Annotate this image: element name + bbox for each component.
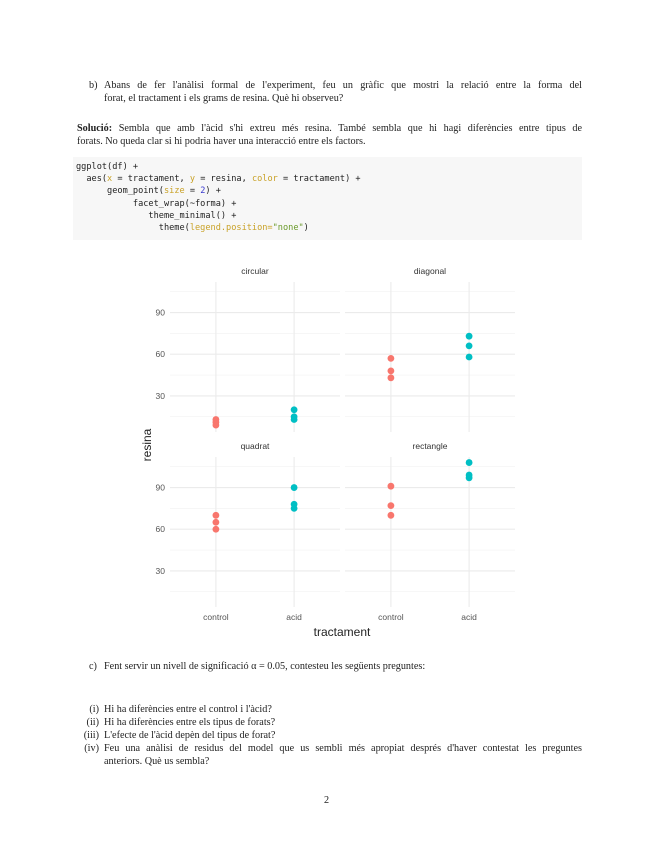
solution-line1: Solució: Sembla que amb l'àcid s'hi extr… bbox=[77, 122, 582, 135]
subquestion-text: Hi ha diferències entre els tipus de for… bbox=[104, 717, 276, 728]
question-b-marker: b) bbox=[89, 80, 98, 91]
y-tick-label: 60 bbox=[156, 524, 166, 534]
question-c-text: Fent servir un nivell de significació α … bbox=[104, 661, 426, 672]
facet-strip-label: quadrat bbox=[241, 441, 270, 451]
subquestion-marker: (ii) bbox=[86, 717, 99, 728]
x-axis-label: tractament bbox=[314, 625, 371, 639]
subquestion-marker: (iii) bbox=[83, 730, 99, 741]
data-point-control bbox=[387, 367, 395, 375]
data-point-control bbox=[387, 374, 395, 382]
code-block: ggplot(df) + aes(x = tractament, y = res… bbox=[73, 157, 582, 240]
data-point-acid bbox=[465, 353, 473, 361]
y-tick-label: 60 bbox=[156, 349, 166, 359]
data-point-control bbox=[212, 518, 220, 526]
data-point-acid bbox=[290, 416, 298, 423]
subquestion-text: Hi ha diferències entre el control i l'à… bbox=[104, 704, 272, 715]
code-line: aes(x = tractament, y = resina, color = … bbox=[76, 174, 361, 185]
data-point-acid bbox=[465, 459, 473, 466]
x-tick-label: acid bbox=[461, 612, 477, 622]
code-line: ggplot(df) + bbox=[76, 162, 139, 172]
facet-strip-label: diagonal bbox=[414, 266, 446, 276]
data-point-control bbox=[387, 511, 395, 519]
y-tick-label: 90 bbox=[156, 308, 166, 318]
facet-strip-label: rectangle bbox=[413, 441, 448, 451]
data-point-control bbox=[212, 525, 220, 533]
page-number: 2 bbox=[324, 795, 330, 806]
x-tick-label: control bbox=[203, 612, 229, 622]
code-line: theme_minimal() + bbox=[76, 210, 237, 221]
question-b-line2: forat, el tractament i els grams de resi… bbox=[104, 93, 344, 104]
data-point-acid bbox=[290, 484, 298, 491]
subquestion-marker: (i) bbox=[89, 704, 99, 715]
data-point-control bbox=[387, 354, 395, 362]
data-point-acid bbox=[290, 406, 298, 414]
facet-strip-label: circular bbox=[241, 266, 269, 276]
data-point-control bbox=[387, 482, 395, 490]
subquestion-marker: (iv) bbox=[84, 743, 99, 754]
y-tick-label: 30 bbox=[156, 391, 166, 401]
x-tick-label: control bbox=[378, 612, 404, 622]
data-point-acid bbox=[465, 474, 473, 482]
data-point-acid bbox=[290, 504, 298, 512]
data-point-acid bbox=[465, 342, 473, 350]
data-point-acid bbox=[465, 332, 473, 340]
y-tick-label: 90 bbox=[156, 483, 166, 493]
question-c-marker: c) bbox=[89, 661, 97, 672]
data-point-control bbox=[212, 421, 220, 429]
x-tick-label: acid bbox=[286, 612, 302, 622]
y-tick-label: 30 bbox=[156, 566, 166, 576]
code-line: geom_point(size = 2) + bbox=[76, 186, 221, 197]
solution-line2: forats. No queda clar si hi podria haver… bbox=[77, 136, 366, 147]
y-axis-label: resina bbox=[140, 428, 154, 461]
code-line: theme(legend.position="none") bbox=[76, 223, 309, 234]
subquestion-text-cont: anteriors. Què us sembla? bbox=[104, 756, 210, 767]
question-b-line1: Abans de fer l'anàlisi formal de l'exper… bbox=[104, 80, 582, 91]
data-point-control bbox=[212, 511, 220, 519]
solution-text1: Sembla que amb l'àcid s'hi extreu més re… bbox=[118, 123, 582, 134]
data-point-control bbox=[387, 502, 395, 510]
code-line: facet_wrap(~forma) + bbox=[76, 198, 237, 209]
subquestion-text: L'efecte de l'àcid depèn del tipus de fo… bbox=[104, 730, 276, 741]
solution-label: Solució: bbox=[77, 123, 113, 134]
subquestion-text: Feu una anàlisi de residus del model que… bbox=[104, 743, 582, 754]
